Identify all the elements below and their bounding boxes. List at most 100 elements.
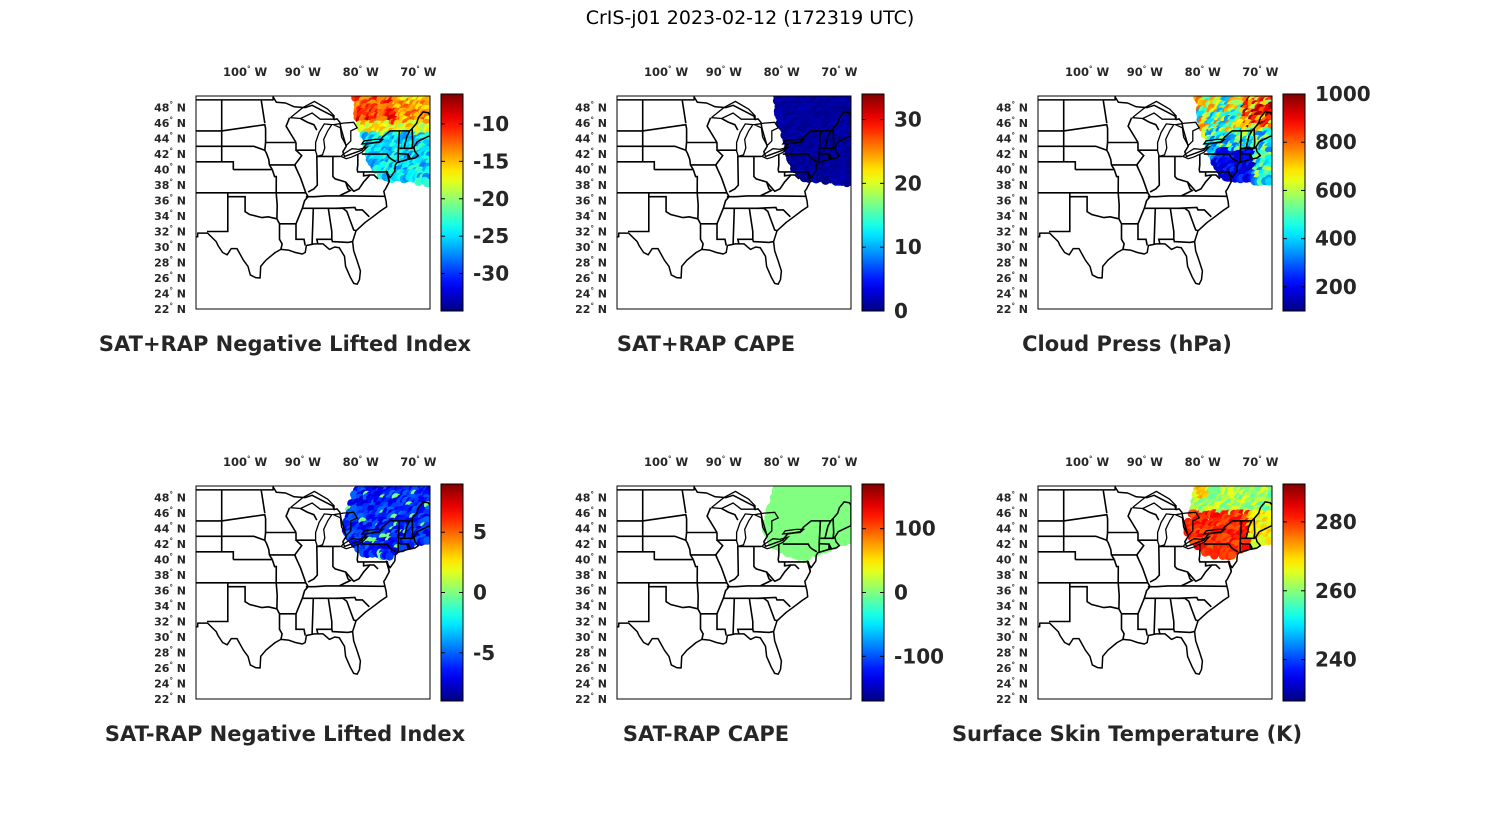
lat-tick-label: 26° N	[154, 271, 186, 285]
state-boundary	[386, 170, 391, 182]
panel-title: SAT-RAP Negative Lifted Index	[104, 722, 466, 746]
lon-tick-label: 90° W	[1127, 455, 1164, 469]
colorbar-tick-label: -20	[473, 187, 509, 211]
state-boundary	[407, 153, 412, 160]
colorbar-tick-label: 260	[1315, 579, 1357, 603]
state-boundary	[407, 543, 412, 550]
lat-tick-label: 34° N	[154, 209, 186, 223]
state-boundary	[617, 551, 656, 560]
plot-frame	[1037, 485, 1273, 700]
colorbar-tick-label: 100	[894, 517, 936, 541]
state-boundary	[307, 155, 319, 193]
colorbar-tick-label: 200	[1315, 275, 1357, 299]
state-boundary	[628, 586, 650, 623]
lat-tick-label: 44° N	[575, 132, 607, 146]
state-boundary	[716, 142, 737, 151]
lat-tick-label: 44° N	[575, 522, 607, 536]
state-boundary	[692, 559, 699, 583]
lake-outline	[360, 138, 385, 145]
state-boundary	[311, 208, 315, 244]
panel-cloud-press: 100° W 90° W 80° W 70° W 48° N 46° N 44° N 42° …	[892, 62, 1371, 392]
state-boundary	[305, 195, 385, 198]
state-boundary	[1203, 153, 1239, 163]
panel-title: Surface Skin Temperature (K)	[951, 722, 1303, 746]
state-boundary	[305, 585, 385, 588]
colorbar-tick-label: 240	[1315, 648, 1357, 672]
plot-frame	[616, 95, 852, 310]
colorbar-tick-label: 0	[894, 581, 908, 605]
colorbar-gradient	[1282, 483, 1306, 702]
state-boundary	[196, 535, 266, 541]
state-boundary	[295, 142, 316, 151]
lat-tick-label: 46° N	[154, 116, 186, 130]
colorbar: -10 -15 -20 -25 -30	[440, 93, 509, 312]
lake-outline	[331, 121, 359, 147]
lat-tick-label: 42° N	[575, 147, 607, 161]
state-boundary	[271, 169, 278, 193]
lake-outline	[314, 123, 333, 158]
state-boundary	[648, 582, 699, 610]
lon-tick-label: 70° W	[821, 65, 858, 79]
lake-outline	[1131, 100, 1177, 120]
state-boundary	[344, 174, 379, 193]
lat-tick-label: 30° N	[996, 240, 1028, 254]
state-boundary	[397, 130, 401, 162]
lat-tick-label: 44° N	[154, 132, 186, 146]
lat-tick-label: 32° N	[996, 615, 1028, 629]
lat-tick-label: 38° N	[996, 568, 1028, 582]
lon-tick-label: 80° W	[1185, 455, 1222, 469]
state-boundary	[721, 117, 739, 131]
map-layers	[196, 96, 430, 309]
panel-sat-rap-minus-negative-lifted-index: 100° W 90° W 80° W 70° W 48° N 46° N 44° N 42° …	[50, 452, 520, 782]
state-boundary	[617, 535, 687, 541]
state-boundary	[331, 239, 353, 244]
swath-points	[772, 96, 851, 188]
state-boundary	[411, 128, 414, 149]
lake-outline	[710, 100, 756, 120]
lat-tick-label: 48° N	[575, 101, 607, 115]
lat-tick-label: 48° N	[154, 101, 186, 115]
state-boundary	[1173, 239, 1195, 244]
plot-frame	[195, 485, 431, 700]
state-boundary	[1038, 145, 1108, 151]
state-boundary	[782, 543, 818, 553]
state-boundary	[832, 518, 835, 539]
lat-tick-label: 38° N	[575, 178, 607, 192]
colorbar-tick-label: -30	[473, 262, 509, 286]
state-boundary	[1038, 123, 1109, 132]
lat-tick-label: 32° N	[154, 615, 186, 629]
state-boundary	[692, 169, 699, 193]
state-boundary	[681, 490, 687, 514]
colorbar-tick-label: 5	[473, 520, 487, 544]
swath-point	[1210, 551, 1219, 560]
state-boundary	[617, 123, 688, 132]
state-boundary	[617, 513, 688, 522]
state-boundary	[1127, 507, 1139, 533]
panel-title: SAT-RAP CAPE	[622, 722, 790, 746]
panel-sat-rap-plus-negative-lifted-index: 100° W 90° W 80° W 70° W 48° N 46° N 44° N 42° …	[50, 62, 520, 392]
state-boundary	[1186, 174, 1221, 193]
state-boundary	[824, 520, 832, 539]
lat-tick-label: 46° N	[996, 116, 1028, 130]
lon-tick-label: 80° W	[764, 65, 801, 79]
lake-outline	[1202, 138, 1227, 145]
map-layers	[1038, 96, 1272, 309]
lat-tick-label: 30° N	[996, 630, 1028, 644]
state-boundary	[1127, 117, 1139, 143]
lon-tick-label: 100° W	[1065, 455, 1110, 469]
swath-point	[422, 178, 430, 188]
state-boundary	[196, 123, 267, 132]
lat-tick-label: 28° N	[575, 646, 607, 660]
state-boundary	[756, 206, 791, 218]
state-boundary	[1153, 208, 1157, 244]
lon-tick-label: 80° W	[764, 455, 801, 469]
colorbar-tick-label: -5	[473, 641, 495, 665]
lat-tick-label: 44° N	[996, 132, 1028, 146]
lat-tick-label: 30° N	[575, 630, 607, 644]
lat-tick-label: 34° N	[996, 209, 1028, 223]
panel-surface-skin-temperature: 100° W 90° W 80° W 70° W 48° N 46° N 44° N 42° …	[892, 452, 1362, 782]
state-boundary	[1137, 142, 1158, 151]
lat-tick-label: 38° N	[996, 178, 1028, 192]
lat-tick-label: 34° N	[575, 599, 607, 613]
lat-tick-label: 42° N	[575, 537, 607, 551]
